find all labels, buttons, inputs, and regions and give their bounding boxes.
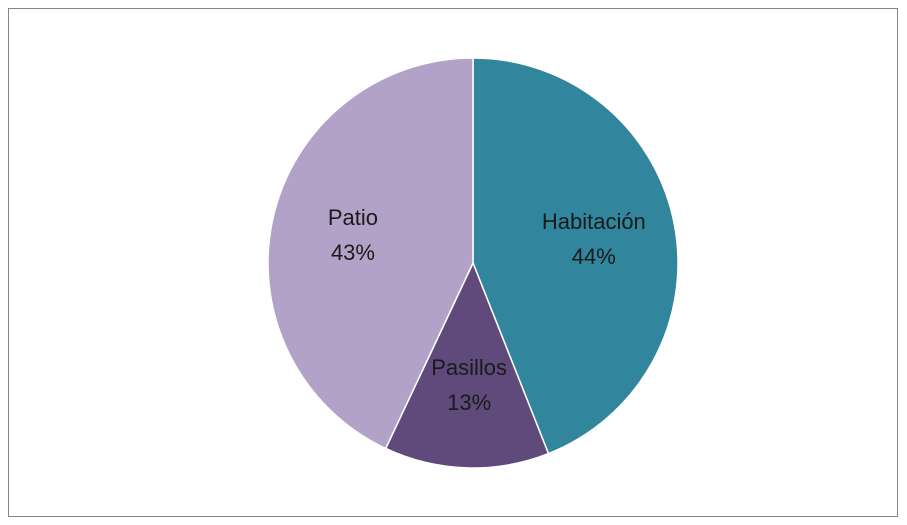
pie-slice	[267, 57, 474, 450]
slice-label: Habitación	[542, 209, 646, 234]
slice-label: Patio	[328, 205, 378, 230]
slice-value-label: 13%	[447, 390, 491, 415]
slice-label: Pasillos	[431, 355, 507, 380]
slice-value-label: 43%	[331, 240, 375, 265]
pie-slice	[384, 261, 550, 469]
pie-slice	[472, 57, 679, 455]
slice-value-label: 44%	[572, 244, 616, 269]
